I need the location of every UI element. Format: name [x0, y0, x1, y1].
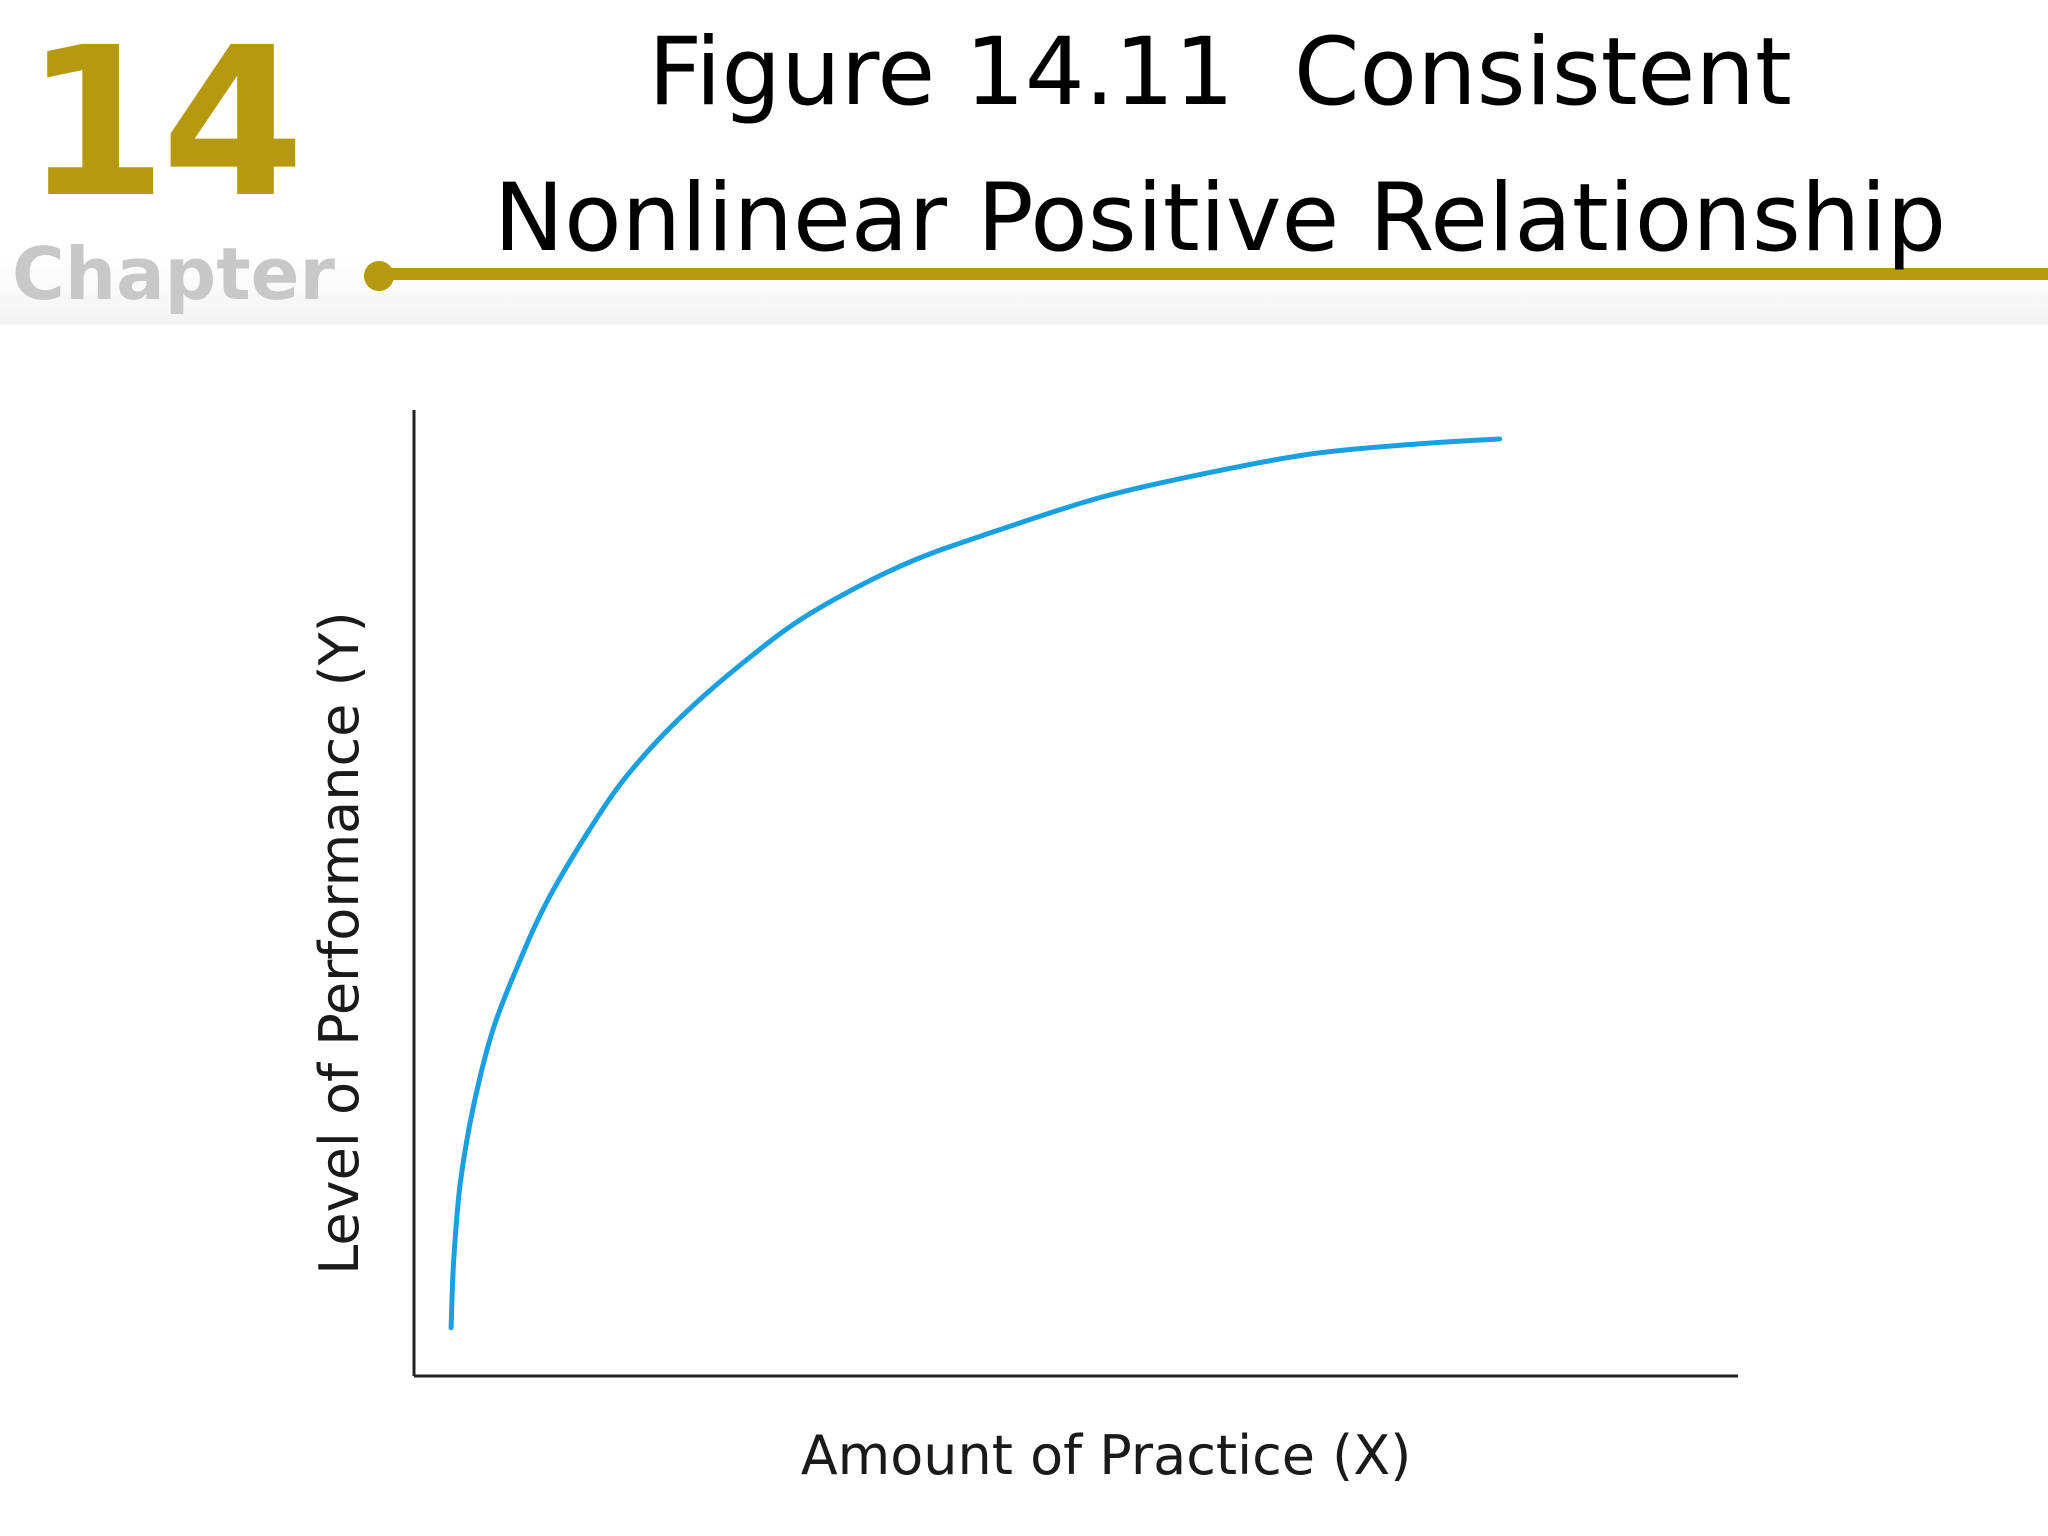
series-line-performance [448, 436, 1503, 1331]
slide-title-line-1: Figure 14.11 Consistent [648, 18, 1792, 127]
x-axis-label: Amount of Practice (X) [801, 1424, 1412, 1487]
chapter-number: 14 [24, 3, 305, 243]
chapter-word: Chapter [12, 232, 335, 316]
slide-title-line-2: Nonlinear Positive Relationship [493, 164, 1947, 273]
y-axis-label: Level of Performance (Y) [308, 611, 371, 1274]
slide-title: Figure 14.11 Consistent Nonlinear Positi… [400, 0, 2040, 292]
title-rule [380, 268, 2048, 280]
title-rule-dot [364, 261, 394, 291]
